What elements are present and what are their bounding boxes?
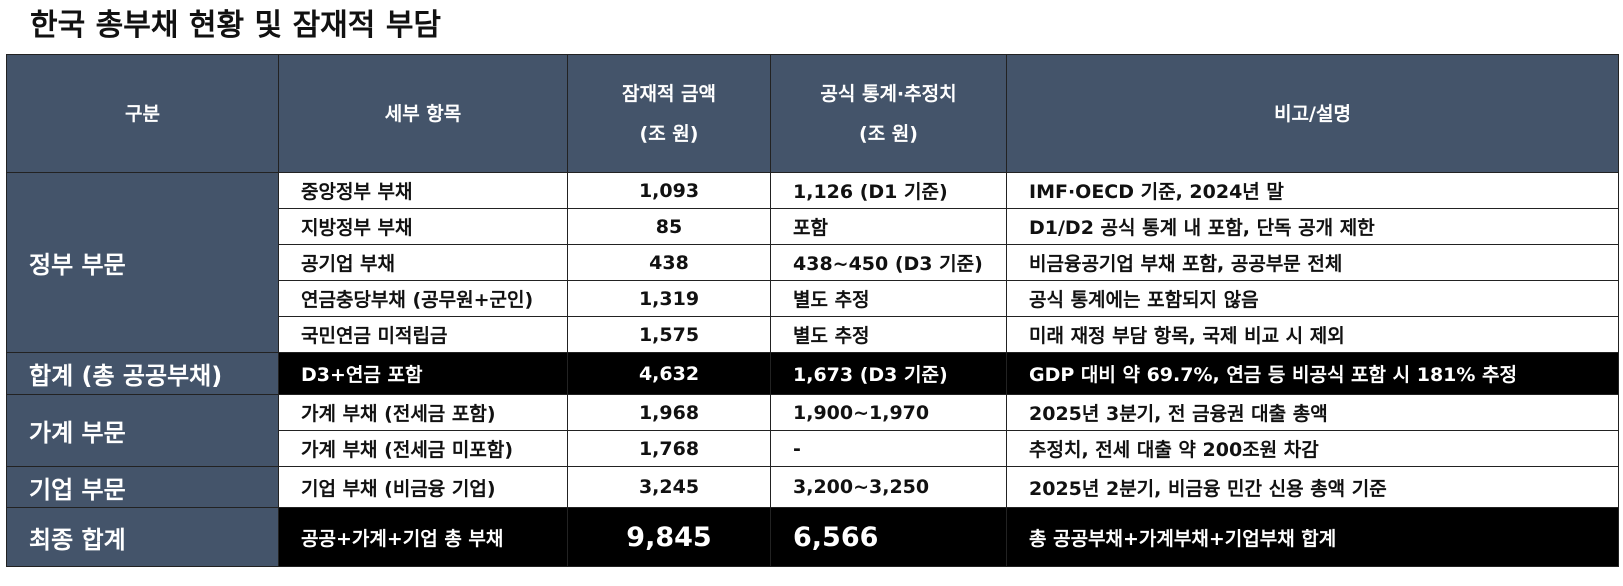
row-amount: 1,575 bbox=[567, 316, 771, 353]
table-row: 정부 부문 중앙정부 부채 1,093 1,126 (D1 기준) IMF·OE… bbox=[6, 172, 1619, 353]
row-official: 438~450 (D3 기준) bbox=[770, 244, 1007, 281]
row-official: 1,900~1,970 bbox=[770, 394, 1007, 431]
header-amount: 잠재적 금액 (조 원) bbox=[567, 54, 771, 173]
table-row: 가계 부채 (전세금 미포함) 1,768 - 추정치, 전세 대출 약 200… bbox=[7, 430, 1619, 467]
header-amount-line1: 잠재적 금액 bbox=[621, 82, 716, 105]
row-official: 6,566 bbox=[770, 507, 1007, 567]
table-row: 연금충당부채 (공무원+군인) 1,319 별도 추정 공식 통계에는 포함되지… bbox=[7, 280, 1619, 317]
group-household: 가계 부문 bbox=[6, 394, 279, 467]
row-official: 3,200~3,250 bbox=[770, 466, 1007, 508]
group-grand-total: 최종 합계 bbox=[6, 507, 279, 567]
row-detail: 공공+가계+기업 총 부채 bbox=[278, 507, 568, 567]
row-official: 1,126 (D1 기준) bbox=[770, 172, 1007, 209]
table-header: 구분 세부 항목 잠재적 금액 (조 원) 공식 통계·추정치 (조 원) 비고… bbox=[6, 54, 1619, 173]
grand-total-row: 최종 합계 공공+가계+기업 총 부채 9,845 6,566 총 공공부채+가… bbox=[6, 507, 1619, 567]
row-amount: 3,245 bbox=[567, 466, 771, 508]
row-detail: 연금충당부채 (공무원+군인) bbox=[278, 280, 568, 317]
table-row: 기업 부문 기업 부채 (비금융 기업) 3,245 3,200~3,250 2… bbox=[6, 466, 1619, 508]
row-detail: 가계 부채 (전세금 포함) bbox=[278, 394, 568, 431]
group-government: 정부 부문 bbox=[6, 172, 279, 353]
row-amount: 1,968 bbox=[567, 394, 771, 431]
row-amount: 438 bbox=[567, 244, 771, 281]
row-note: 총 공공부채+가계부채+기업부채 합계 bbox=[1006, 507, 1619, 567]
row-detail: 지방정부 부채 bbox=[278, 208, 568, 245]
row-official: 포함 bbox=[770, 208, 1007, 245]
header-official: 공식 통계·추정치 (조 원) bbox=[770, 54, 1007, 173]
table-row: 가계 부문 가계 부채 (전세금 포함) 1,968 1,900~1,970 2… bbox=[6, 394, 1619, 467]
row-official: - bbox=[770, 430, 1007, 467]
row-detail: 기업 부채 (비금융 기업) bbox=[278, 466, 568, 508]
header-amount-line2: (조 원) bbox=[639, 122, 699, 145]
row-note: GDP 대비 약 69.7%, 연금 등 비공식 포함 시 181% 추정 bbox=[1006, 352, 1619, 395]
header-official-line2: (조 원) bbox=[859, 122, 918, 145]
subtotal-row: 합계 (총 공공부채) D3+연금 포함 4,632 1,673 (D3 기준)… bbox=[6, 352, 1619, 395]
row-amount: 1,768 bbox=[567, 430, 771, 467]
row-detail: 중앙정부 부채 bbox=[278, 172, 568, 209]
header-row: 구분 세부 항목 잠재적 금액 (조 원) 공식 통계·추정치 (조 원) 비고… bbox=[6, 54, 1619, 173]
row-note: 추정치, 전세 대출 약 200조원 차감 bbox=[1006, 430, 1619, 467]
row-detail: 가계 부채 (전세금 미포함) bbox=[278, 430, 568, 467]
row-amount: 9,845 bbox=[567, 507, 771, 567]
row-amount: 85 bbox=[567, 208, 771, 245]
header-detail: 세부 항목 bbox=[278, 54, 568, 173]
row-detail: 공기업 부채 bbox=[278, 244, 568, 281]
header-official-line1: 공식 통계·추정치 bbox=[820, 82, 957, 105]
row-detail: 국민연금 미적립금 bbox=[278, 316, 568, 353]
table-row: 공기업 부채 438 438~450 (D3 기준) 비금융공기업 부채 포함,… bbox=[7, 244, 1619, 281]
row-note: 2025년 2분기, 비금융 민간 신용 총액 기준 bbox=[1006, 466, 1619, 508]
row-detail: D3+연금 포함 bbox=[278, 352, 568, 395]
row-note: 비금융공기업 부채 포함, 공공부문 전체 bbox=[1006, 244, 1619, 281]
group-corporate: 기업 부문 bbox=[6, 466, 279, 508]
row-official: 1,673 (D3 기준) bbox=[770, 352, 1007, 395]
header-category: 구분 bbox=[6, 54, 279, 173]
row-amount: 1,093 bbox=[567, 172, 771, 209]
row-note: 미래 재정 부담 항목, 국제 비교 시 제외 bbox=[1006, 316, 1619, 353]
row-amount: 1,319 bbox=[567, 280, 771, 317]
row-official: 별도 추정 bbox=[770, 316, 1007, 353]
table-row: 지방정부 부채 85 포함 D1/D2 공식 통계 내 포함, 단독 공개 제한 bbox=[7, 208, 1619, 245]
row-note: 공식 통계에는 포함되지 않음 bbox=[1006, 280, 1619, 317]
row-amount: 4,632 bbox=[567, 352, 771, 395]
table-row: 국민연금 미적립금 1,575 별도 추정 미래 재정 부담 항목, 국제 비교… bbox=[7, 316, 1619, 353]
debt-table: 구분 세부 항목 잠재적 금액 (조 원) 공식 통계·추정치 (조 원) 비고… bbox=[6, 54, 1619, 567]
group-subtotal: 합계 (총 공공부채) bbox=[6, 352, 279, 395]
row-note: IMF·OECD 기준, 2024년 말 bbox=[1006, 172, 1619, 209]
row-official: 별도 추정 bbox=[770, 280, 1007, 317]
row-note: 2025년 3분기, 전 금융권 대출 총액 bbox=[1006, 394, 1619, 431]
header-note: 비고/설명 bbox=[1006, 54, 1619, 173]
page-title: 한국 총부채 현황 및 잠재적 부담 bbox=[30, 8, 442, 43]
row-note: D1/D2 공식 통계 내 포함, 단독 공개 제한 bbox=[1006, 208, 1619, 245]
